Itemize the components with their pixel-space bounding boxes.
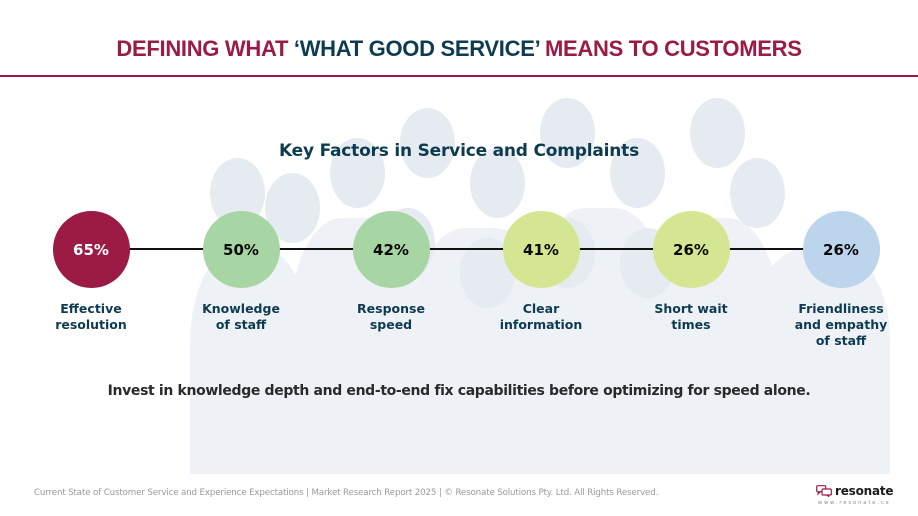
logo-wordmark: resonate	[835, 484, 894, 498]
factor-item: 50% Knowledge of staff	[176, 211, 306, 333]
factor-label-line: Response	[357, 301, 425, 316]
factor-item: 26% Friendliness and empathy of staff	[776, 211, 906, 349]
factor-label-line: times	[671, 317, 711, 332]
chat-bubbles-icon	[816, 485, 832, 497]
title-part-1: DEFINING WHAT	[116, 36, 294, 61]
title-divider	[0, 75, 918, 77]
factor-label: Short wait times	[626, 301, 756, 333]
factor-label: Knowledge of staff	[176, 301, 306, 333]
factor-label-line: Effective	[60, 301, 122, 316]
factor-item: 41% Clear information	[476, 211, 606, 333]
factor-item: 26% Short wait times	[626, 211, 756, 333]
factor-label-line: information	[499, 317, 583, 332]
factor-value-circle: 41%	[502, 211, 580, 288]
factor-item: 42% Response speed	[326, 211, 456, 333]
factor-value-circle: 65%	[52, 211, 130, 288]
factor-label-line: of staff	[815, 333, 867, 348]
factor-label: Friendliness and empathy of staff	[776, 301, 906, 349]
factor-value-circle: 50%	[202, 211, 280, 288]
factor-label-line: Short wait	[654, 301, 728, 316]
factor-value-circle: 42%	[352, 211, 430, 288]
section-subtitle: Key Factors in Service and Complaints	[278, 141, 639, 161]
factor-label: Clear information	[476, 301, 606, 333]
insight-statement: Invest in knowledge depth and end-to-end…	[107, 383, 811, 399]
title-part-2: MEANS TO CUSTOMERS	[539, 36, 802, 61]
logo-url: www.resonate.cx	[818, 500, 891, 506]
factor-label-line: Friendliness	[798, 301, 884, 316]
factor-label-line: Clear	[522, 301, 560, 316]
factor-label-line: Knowledge	[202, 301, 280, 316]
factor-label: Effective resolution	[26, 301, 156, 333]
slide-title: DEFINING WHAT ‘WHAT GOOD SERVICE’ MEANS …	[0, 36, 918, 62]
factor-item: 65% Effective resolution	[26, 211, 156, 333]
factor-value-circle: 26%	[652, 211, 730, 288]
footer-text: Current State of Customer Service and Ex…	[34, 488, 659, 498]
title-highlight: ‘WHAT GOOD SERVICE’	[293, 36, 540, 61]
timeline-connector	[90, 248, 842, 250]
factor-label-line: and empathy	[794, 317, 888, 332]
factor-label-line: of staff	[215, 317, 267, 332]
factor-label-line: speed	[369, 317, 413, 332]
factor-label: Response speed	[326, 301, 456, 333]
factor-label-line: resolution	[55, 317, 127, 332]
factor-value-circle: 26%	[802, 211, 880, 288]
resonate-logo: resonate www.resonate.cx	[816, 484, 916, 506]
